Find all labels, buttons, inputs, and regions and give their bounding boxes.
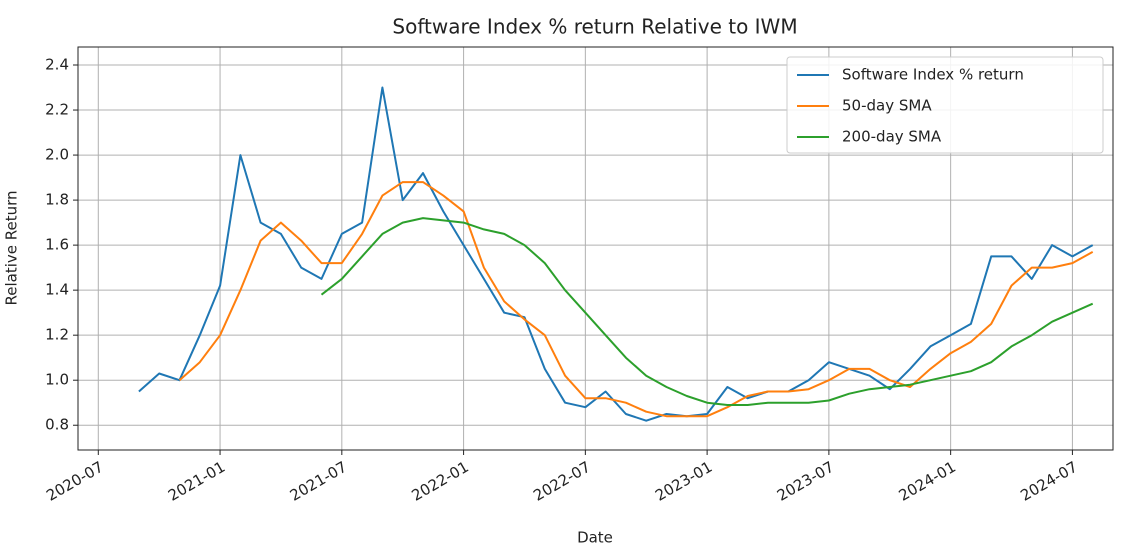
x-tick-label: 2021-01: [165, 458, 228, 505]
chart-title: Software Index % return Relative to IWM: [392, 15, 797, 39]
x-tick-label: 2024-01: [896, 458, 959, 505]
legend-label: 200-day SMA: [842, 128, 942, 146]
y-tick-label: 2.0: [45, 146, 69, 164]
legend-label: Software Index % return: [842, 66, 1024, 84]
x-tick-label: 2021-07: [287, 458, 350, 505]
series-line: [320, 217, 1094, 406]
legend-box: [786, 56, 1104, 154]
x-tick-label: 2020-07: [43, 458, 106, 505]
series-line: [138, 86, 1094, 422]
y-tick-label: 1.6: [45, 236, 69, 254]
y-tick-label: 1.2: [45, 326, 69, 344]
y-tick-label: 1.4: [45, 281, 69, 299]
y-tick-label: 2.2: [45, 101, 69, 119]
plot-frame: [77, 46, 1114, 451]
y-axis-label: Relative Return: [3, 190, 21, 305]
y-tick-label: 1.0: [45, 371, 69, 389]
y-tick-label: 1.8: [45, 191, 69, 209]
series-line: [178, 181, 1094, 418]
legend-label: 50-day SMA: [842, 97, 932, 115]
legend: Software Index % return 50-day SMA 200-day…: [786, 56, 1104, 154]
x-tick-label: 2022-01: [409, 458, 472, 505]
x-axis-label: Date: [577, 529, 613, 547]
x-tick-label: 2024-07: [1017, 458, 1080, 505]
y-tick-label: 0.8: [45, 416, 69, 434]
x-tick-label: 2023-07: [774, 458, 837, 505]
x-tick-label: 2022-07: [530, 458, 593, 505]
x-tick-label: 2023-01: [652, 458, 715, 505]
y-tick-label: 2.4: [45, 56, 69, 74]
